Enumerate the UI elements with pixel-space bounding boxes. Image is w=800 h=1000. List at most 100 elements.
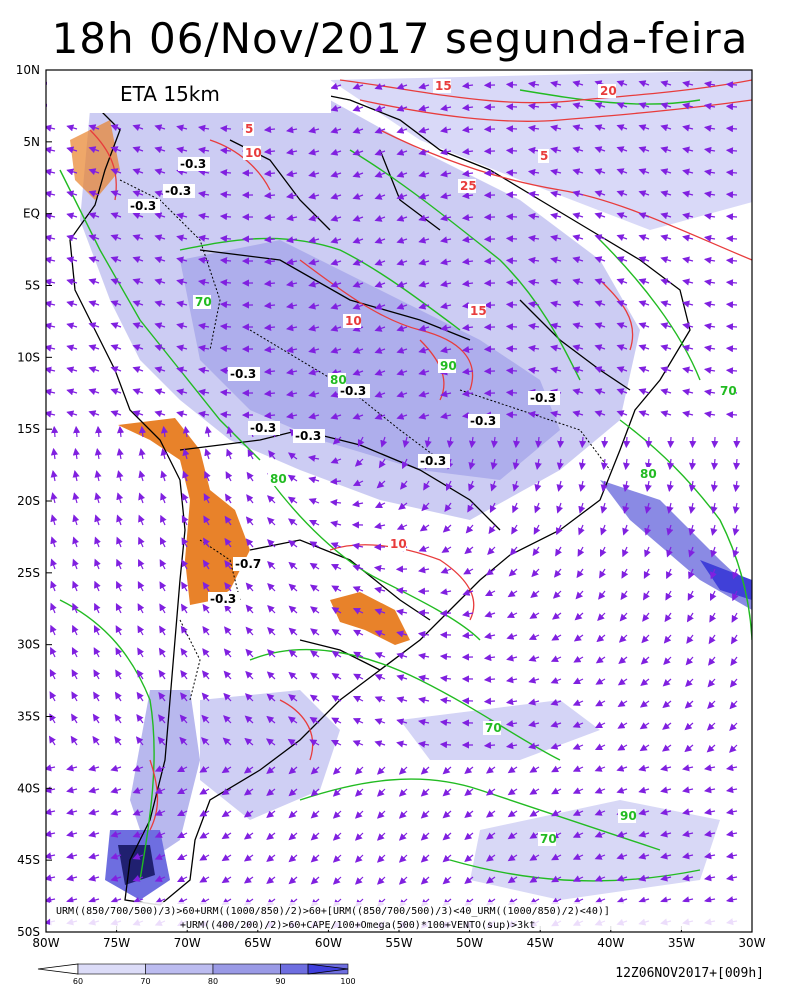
wind-arrow bbox=[417, 609, 430, 617]
wind-arrow bbox=[202, 625, 210, 636]
wind-arrow bbox=[219, 411, 232, 419]
contour-label: -0.3 bbox=[130, 199, 156, 213]
wind-arrow bbox=[594, 278, 606, 286]
wind-arrow bbox=[138, 470, 146, 482]
wind-arrow bbox=[396, 170, 408, 178]
wind-arrow bbox=[616, 322, 628, 330]
model-label: ETA 15km bbox=[120, 82, 220, 106]
wind-arrow bbox=[512, 502, 519, 514]
wind-arrow bbox=[176, 212, 188, 220]
wind-arrow bbox=[72, 624, 79, 636]
wind-arrow bbox=[529, 853, 540, 861]
wind-arrow bbox=[572, 146, 584, 154]
wind-arrow bbox=[729, 700, 738, 710]
wind-arrow bbox=[203, 515, 211, 526]
wind-arrow bbox=[329, 499, 342, 507]
wind-arrow bbox=[66, 168, 78, 176]
wind-arrow bbox=[556, 524, 563, 536]
wind-arrow bbox=[72, 470, 80, 482]
contour-label: -0.3 bbox=[530, 391, 556, 405]
wind-arrow bbox=[638, 764, 650, 772]
wind-arrow bbox=[154, 366, 166, 374]
wind-arrow bbox=[308, 258, 320, 266]
wind-arrow bbox=[688, 524, 696, 536]
wind-arrow bbox=[179, 736, 188, 746]
wind-arrow bbox=[599, 568, 606, 579]
wind-arrow bbox=[374, 346, 386, 354]
contour-label: -0.3 bbox=[230, 367, 256, 381]
formula-line-2: +URM((400/200)/2)>60+CAPE/100+Omega(500)… bbox=[180, 920, 535, 931]
wind-arrow bbox=[617, 678, 628, 686]
wind-arrow bbox=[115, 625, 123, 636]
wind-arrow bbox=[662, 722, 672, 730]
wind-arrow bbox=[527, 168, 540, 176]
wind-arrow bbox=[440, 148, 452, 156]
wind-arrow bbox=[266, 832, 276, 840]
wind-arrow bbox=[396, 630, 408, 638]
wind-arrow bbox=[197, 256, 210, 264]
wind-arrow bbox=[638, 300, 650, 308]
wind-arrow bbox=[644, 502, 652, 514]
wind-arrow bbox=[330, 542, 342, 549]
wind-arrow bbox=[288, 854, 298, 863]
wind-arrow bbox=[483, 741, 496, 749]
wind-arrow bbox=[485, 810, 496, 818]
wind-arrow bbox=[263, 301, 276, 309]
wind-arrow bbox=[440, 258, 452, 266]
wind-arrow bbox=[638, 190, 650, 198]
wind-arrow bbox=[682, 764, 694, 772]
wind-arrow bbox=[418, 390, 430, 398]
wind-arrow bbox=[197, 234, 210, 242]
wind-arrow bbox=[682, 102, 694, 110]
wind-arrow bbox=[528, 720, 540, 728]
contour-label: 10 bbox=[390, 537, 407, 551]
wind-arrow bbox=[682, 366, 694, 374]
wind-arrow bbox=[644, 546, 651, 558]
wind-arrow bbox=[490, 436, 499, 449]
wind-arrow bbox=[703, 322, 716, 330]
wind-arrow bbox=[616, 212, 628, 220]
wind-arrow bbox=[224, 626, 232, 636]
wind-arrow bbox=[110, 256, 122, 264]
wind-arrow bbox=[308, 236, 320, 244]
wind-arrow bbox=[619, 612, 628, 622]
wind-arrow bbox=[160, 492, 167, 504]
wind-arrow bbox=[330, 520, 342, 528]
wind-arrow bbox=[638, 102, 650, 110]
wind-arrow bbox=[396, 192, 408, 200]
wind-arrow bbox=[461, 103, 474, 112]
wind-arrow bbox=[444, 502, 452, 513]
wind-arrow bbox=[703, 808, 716, 816]
wind-arrow bbox=[288, 649, 298, 658]
wind-arrow bbox=[243, 876, 254, 884]
wind-arrow bbox=[66, 212, 78, 220]
wind-arrow bbox=[396, 652, 408, 660]
wind-arrow bbox=[160, 425, 169, 438]
wind-arrow bbox=[132, 366, 144, 374]
wind-arrow bbox=[527, 190, 540, 198]
wind-arrow bbox=[682, 830, 694, 838]
wind-arrow bbox=[88, 190, 100, 198]
wind-arrow bbox=[72, 580, 79, 592]
wind-arrow bbox=[50, 624, 57, 636]
wind-arrow bbox=[420, 810, 430, 819]
wind-arrow bbox=[66, 410, 78, 418]
wind-arrow bbox=[50, 470, 58, 482]
wind-arrow bbox=[419, 524, 430, 532]
wind-arrow bbox=[202, 581, 210, 592]
wind-arrow bbox=[310, 650, 320, 658]
wind-arrow bbox=[467, 502, 475, 513]
wind-arrow bbox=[418, 545, 430, 552]
wind-vectors bbox=[46, 80, 741, 929]
wind-arrow bbox=[725, 81, 738, 89]
wind-arrow bbox=[88, 388, 100, 396]
wind-arrow bbox=[550, 212, 562, 220]
wind-arrow bbox=[66, 388, 78, 396]
wind-arrow bbox=[597, 612, 606, 621]
wind-arrow bbox=[263, 411, 276, 419]
lat-label: 35S bbox=[17, 710, 40, 724]
wind-arrow bbox=[138, 536, 145, 548]
wind-arrow bbox=[88, 808, 100, 816]
wind-arrow bbox=[440, 236, 452, 244]
wind-arrow bbox=[204, 470, 211, 482]
